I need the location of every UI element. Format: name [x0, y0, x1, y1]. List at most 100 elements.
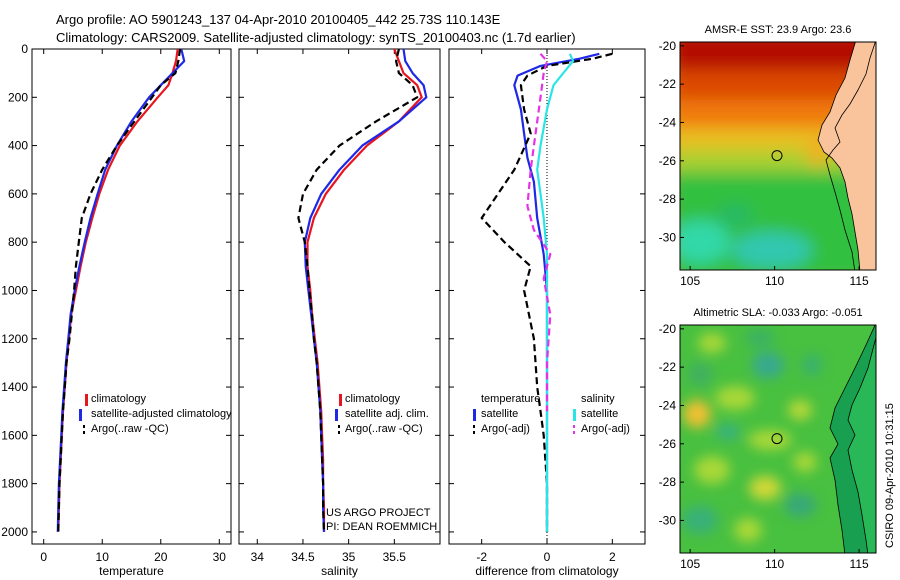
y-tick-label: -20 — [659, 39, 677, 53]
x-tick-label: 0 — [40, 550, 47, 564]
x-tick-label: 0 — [544, 550, 551, 564]
figure-title-line2: Climatology: CARS2009. Satellite-adjuste… — [56, 30, 576, 45]
y-tick-label: -20 — [659, 322, 677, 336]
x-axis-label: temperature — [99, 564, 164, 578]
series-line-salinity-satellite — [536, 53, 575, 532]
y-tick-label: -30 — [659, 513, 677, 527]
y-tick-label: -26 — [659, 437, 677, 451]
x-tick-label: 35 — [342, 550, 356, 564]
sst-map-field — [680, 42, 876, 270]
series-line-argo-raw-qc — [57, 49, 182, 532]
plot-frame — [238, 48, 441, 545]
legend-label: Argo(..raw -QC) — [91, 423, 169, 435]
legend-swatch-temp-satellite — [473, 409, 476, 421]
y-tick-label: 1600 — [1, 428, 28, 442]
x-tick-label: 35.5 — [383, 550, 407, 564]
legend-swatch-climatology — [339, 394, 342, 406]
legend-label: climatology — [345, 393, 401, 405]
sst-map-axes: 105 110 115 -20 -22 -24 -26 -28 -30 — [659, 39, 869, 288]
legend-label: satellite — [481, 408, 518, 420]
sst-map-title: AMSR-E SST: 23.9 Argo: 23.6 — [705, 24, 852, 36]
legend-swatch-satellite — [79, 409, 82, 421]
series-line-temperature-satellite — [513, 52, 600, 532]
x-tick-label: -2 — [476, 550, 487, 564]
series-group — [297, 49, 428, 532]
sst-map-land — [817, 42, 876, 270]
y-tick-label: -24 — [659, 115, 677, 129]
y-tick-label: -26 — [659, 154, 677, 168]
temperature-profile-panel: 0 10 20 30 temperature 0 200 400 600 800 1000 1200 1… — [1, 42, 232, 578]
series-group — [480, 52, 613, 532]
y-tick-label: 1800 — [1, 477, 28, 491]
y-tick-label: 1400 — [1, 380, 28, 394]
legend-label: satellite — [581, 408, 618, 420]
sla-map-field — [680, 325, 876, 553]
series-line-salinity-argo-adj — [526, 53, 552, 412]
legend-label: satellite-adjusted climatology — [91, 408, 232, 420]
sla-map-axes: 105 110 115 -20 -22 -24 -26 -28 -30 — [659, 322, 869, 571]
series-line-climatology — [306, 49, 423, 532]
x-tick-label: 34 — [251, 550, 265, 564]
y-tick-label: 800 — [8, 235, 28, 249]
x-tick-label: 105 — [680, 557, 700, 571]
y-tick-label: -24 — [659, 398, 677, 412]
legend-group-title: salinity — [581, 393, 615, 405]
legend-label: Argo(-adj) — [481, 423, 530, 435]
y-tick-label: 200 — [8, 90, 28, 104]
x-tick-label: 10 — [96, 550, 110, 564]
legend-group-title: temperature — [481, 393, 540, 405]
sst-map: AMSR-E SST: 23.9 Argo: 23.6 105 110 115 -20… — [659, 24, 877, 288]
y-tick-label: 400 — [8, 139, 28, 153]
sla-map: Altimetric SLA: -0.033 Argo: -0.051 — [659, 307, 877, 571]
series-line-satellite-adj-clim — [303, 49, 428, 532]
y-tick-label: -28 — [659, 192, 677, 206]
legend-label: Argo(-adj) — [581, 423, 630, 435]
series-line-satellite-adjusted-climatology — [56, 49, 186, 532]
series-line-climatology — [57, 49, 179, 532]
y-tick-label: 0 — [21, 42, 28, 56]
x-tick-label: 105 — [680, 274, 700, 288]
difference-legend: temperature satellite Argo(-adj) salinit… — [473, 393, 630, 435]
x-tick-label: 110 — [765, 274, 784, 288]
series-line-temperature-argo-adj — [480, 52, 613, 532]
y-tick-label: -22 — [659, 77, 677, 91]
y-tick-label: 1000 — [1, 283, 28, 297]
y-tick-label: 1200 — [1, 332, 28, 346]
series-group — [56, 49, 186, 532]
argo-location-marker — [771, 150, 783, 162]
x-tick-label: 110 — [765, 557, 784, 571]
legend-swatch-climatology — [85, 394, 88, 406]
sst-map-shelf-contour — [825, 42, 876, 270]
y-tick-label: -22 — [659, 360, 677, 374]
legend-label: satellite adj. clim. — [345, 408, 429, 420]
legend-swatch-satellite — [335, 409, 338, 421]
plot-frame — [31, 48, 232, 545]
x-axis-label: difference from climatology — [475, 564, 618, 578]
y-tick-label: -28 — [659, 475, 677, 489]
legend-label: climatology — [91, 393, 147, 405]
x-tick-label: 115 — [850, 557, 869, 571]
y-tick-label: 2000 — [1, 525, 28, 539]
temperature-legend: climatology satellite-adjusted climatolo… — [79, 393, 232, 435]
x-tick-label: 30 — [213, 550, 227, 564]
sla-map-land — [847, 336, 876, 553]
x-tick-label: 2 — [609, 550, 616, 564]
x-tick-label: 20 — [154, 550, 168, 564]
y-tick-label: 600 — [8, 187, 28, 201]
x-tick-label: 34.5 — [291, 550, 315, 564]
x-axis-label: salinity — [321, 564, 358, 578]
salinity-profile-panel: 34 34.5 35 35.5 salinity — [238, 48, 441, 578]
x-tick-label: 115 — [850, 274, 869, 288]
project-annotation: US ARGO PROJECT — [326, 507, 431, 519]
footer-timestamp: CSIRO 09-Apr-2010 10:31:15 — [884, 403, 896, 548]
argo-location-marker — [771, 433, 783, 445]
pi-annotation: PI: DEAN ROEMMICH — [326, 521, 437, 533]
figure-title-line1: Argo profile: AO 5901243_137 04-Apr-2010… — [56, 12, 501, 27]
sla-map-title: Altimetric SLA: -0.033 Argo: -0.051 — [693, 307, 862, 319]
legend-swatch-sal-satellite — [573, 409, 576, 421]
y-tick-label: -30 — [659, 230, 677, 244]
salinity-legend: climatology satellite adj. clim. Argo(..… — [335, 393, 429, 435]
legend-label: Argo(..raw -QC) — [345, 423, 423, 435]
